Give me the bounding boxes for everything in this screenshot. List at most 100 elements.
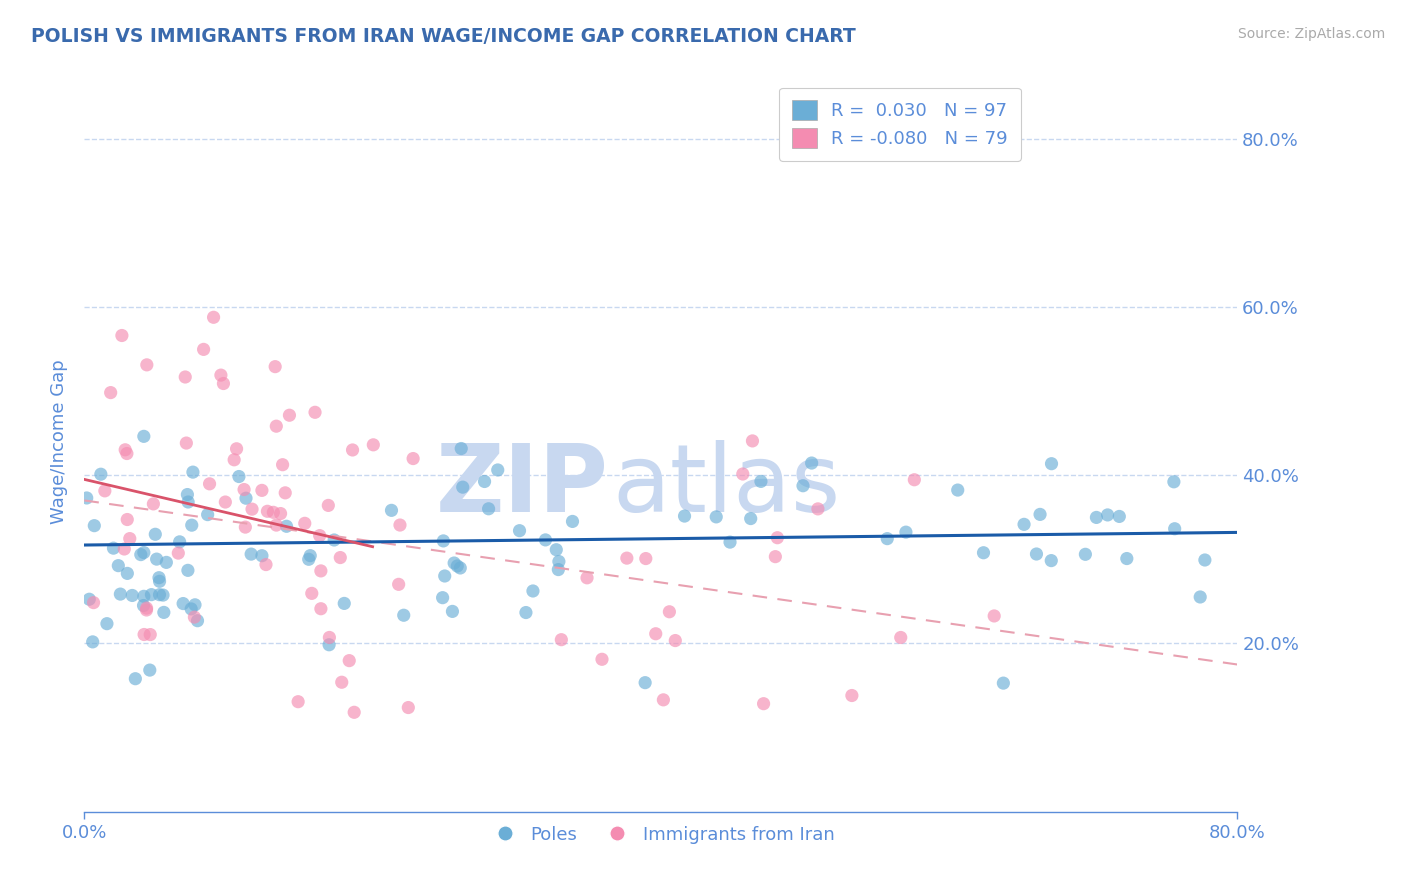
Point	[117, 512, 139, 526]
Point	[198, 476, 221, 491]
Point	[181, 465, 204, 479]
Point	[547, 563, 569, 577]
Point	[673, 509, 696, 524]
Point	[212, 376, 235, 391]
Point	[139, 627, 162, 641]
Point	[186, 614, 208, 628]
Point	[112, 541, 135, 556]
Point	[278, 409, 301, 423]
Point	[209, 368, 232, 383]
Point	[402, 451, 425, 466]
Point	[1194, 553, 1216, 567]
Point	[111, 328, 134, 343]
Point	[262, 505, 284, 519]
Point	[450, 442, 472, 456]
Point	[903, 473, 925, 487]
Point	[318, 638, 340, 652]
Point	[132, 429, 155, 443]
Point	[224, 452, 246, 467]
Point	[890, 631, 912, 645]
Point	[233, 483, 256, 497]
Point	[323, 533, 346, 547]
Point	[235, 491, 257, 506]
Point	[197, 508, 219, 522]
Point	[337, 654, 360, 668]
Point	[509, 524, 531, 538]
Point	[446, 559, 468, 574]
Point	[550, 632, 572, 647]
Point	[264, 359, 287, 374]
Point	[1115, 551, 1137, 566]
Point	[634, 675, 657, 690]
Point	[129, 548, 152, 562]
Point	[1085, 510, 1108, 524]
Text: atlas: atlas	[613, 440, 841, 532]
Point	[76, 491, 98, 505]
Point	[1108, 509, 1130, 524]
Point	[342, 442, 364, 457]
Point	[298, 552, 321, 566]
Point	[576, 571, 599, 585]
Point	[330, 675, 353, 690]
Point	[763, 549, 786, 564]
Text: POLISH VS IMMIGRANTS FROM IRAN WAGE/INCOME GAP CORRELATION CHART: POLISH VS IMMIGRANTS FROM IRAN WAGE/INCO…	[31, 27, 856, 45]
Point	[121, 589, 143, 603]
Point	[309, 601, 332, 615]
Point	[79, 592, 101, 607]
Point	[90, 467, 112, 482]
Point	[1097, 508, 1119, 522]
Point	[169, 534, 191, 549]
Point	[749, 475, 772, 489]
Point	[534, 533, 557, 547]
Point	[800, 456, 823, 470]
Point	[451, 480, 474, 494]
Point	[486, 463, 509, 477]
Point	[1025, 547, 1047, 561]
Point	[718, 535, 741, 549]
Point	[254, 558, 277, 572]
Point	[176, 436, 198, 450]
Point	[152, 588, 174, 602]
Point	[100, 385, 122, 400]
Point	[432, 533, 454, 548]
Point	[145, 552, 167, 566]
Point	[441, 604, 464, 618]
Point	[894, 525, 917, 540]
Point	[214, 495, 236, 509]
Legend: Poles, Immigrants from Iran: Poles, Immigrants from Iran	[479, 818, 842, 851]
Point	[363, 438, 385, 452]
Point	[380, 503, 402, 517]
Point	[522, 584, 544, 599]
Point	[270, 507, 292, 521]
Point	[94, 483, 117, 498]
Point	[876, 532, 898, 546]
Point	[180, 602, 202, 616]
Point	[135, 603, 157, 617]
Point	[652, 693, 675, 707]
Point	[548, 555, 571, 569]
Point	[117, 566, 139, 581]
Point	[276, 519, 298, 533]
Point	[176, 487, 198, 501]
Point	[546, 542, 568, 557]
Point	[388, 577, 411, 591]
Point	[167, 546, 190, 560]
Point	[343, 706, 366, 720]
Point	[148, 574, 170, 589]
Point	[172, 597, 194, 611]
Point	[96, 616, 118, 631]
Point	[83, 518, 105, 533]
Point	[741, 434, 763, 448]
Point	[616, 551, 638, 566]
Point	[103, 541, 125, 556]
Point	[274, 486, 297, 500]
Point	[1029, 508, 1052, 522]
Point	[731, 467, 754, 481]
Point	[388, 518, 411, 533]
Point	[228, 469, 250, 483]
Point	[561, 515, 583, 529]
Point	[250, 483, 273, 498]
Point	[1040, 457, 1063, 471]
Point	[184, 598, 207, 612]
Point	[135, 358, 157, 372]
